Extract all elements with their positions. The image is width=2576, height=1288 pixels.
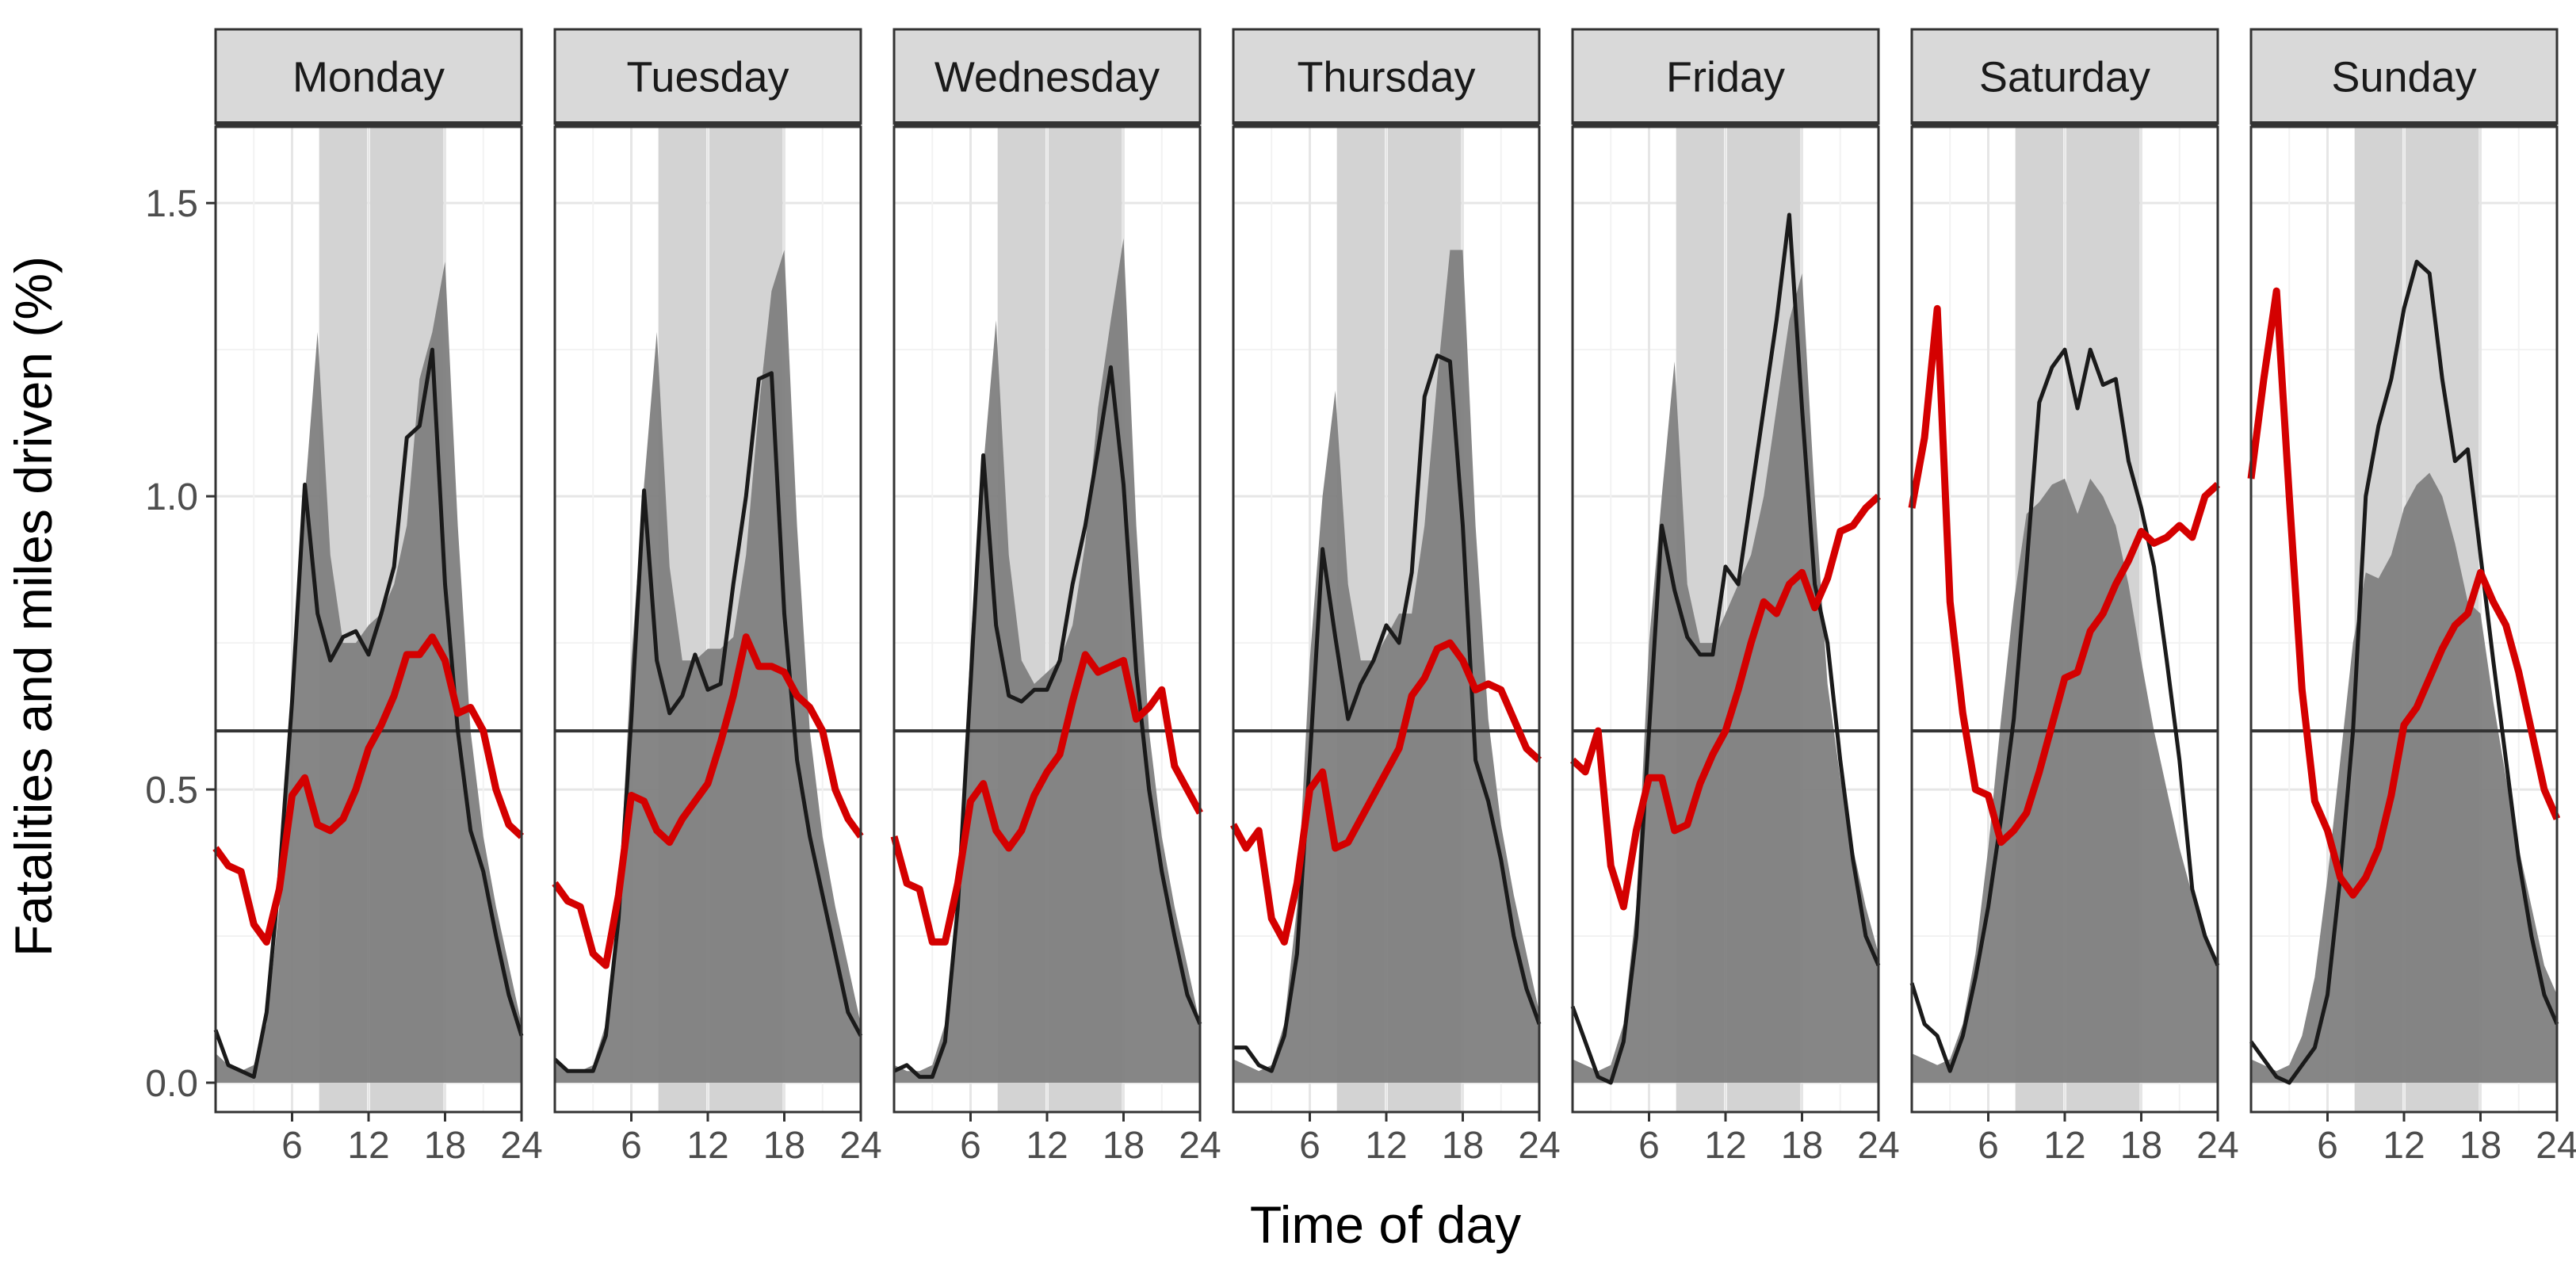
x-tick-label: 6 bbox=[960, 1125, 981, 1167]
x-tick-label: 24 bbox=[2196, 1125, 2238, 1167]
facet-label-thursday: Thursday bbox=[1297, 54, 1475, 101]
miles-driven-area bbox=[216, 262, 522, 1084]
red-fatalities-line bbox=[1569, 493, 1882, 911]
facet-strip bbox=[214, 28, 523, 125]
x-tick-label: 24 bbox=[2536, 1125, 2576, 1167]
miles-driven-area bbox=[894, 238, 1200, 1084]
x-tick-label: 12 bbox=[2043, 1125, 2085, 1167]
facet-label-tuesday: Tuesday bbox=[626, 54, 789, 101]
fatalities-line bbox=[1570, 212, 1881, 1085]
red-fatalities-line bbox=[1908, 304, 2221, 847]
fatalities-line bbox=[213, 347, 524, 1080]
x-tick-label: 6 bbox=[1299, 1125, 1320, 1167]
red-fatalities-line bbox=[2247, 287, 2561, 899]
x-tick-label: 18 bbox=[1781, 1125, 1823, 1167]
x-tick-label: 12 bbox=[686, 1125, 728, 1167]
panel-tuesday: Tuesday 6 12 18 24 bbox=[552, 28, 882, 1167]
y-tick-label: 0.5 bbox=[145, 770, 198, 812]
panel-thursday: Thursday 6 12 18 24 bbox=[1230, 28, 1561, 1167]
x-tick-label: 6 bbox=[621, 1125, 642, 1167]
facet-label-friday: Friday bbox=[1666, 54, 1785, 101]
facet-strip bbox=[1910, 28, 2219, 125]
facet-label-saturday: Saturday bbox=[1979, 54, 2150, 101]
x-tick-label: 12 bbox=[347, 1125, 389, 1167]
miles-driven-area bbox=[1912, 478, 2218, 1084]
fatalities-line bbox=[2249, 259, 2559, 1085]
x-tick-label: 24 bbox=[1518, 1125, 1560, 1167]
x-tick-label: 18 bbox=[1103, 1125, 1145, 1167]
facet-strip bbox=[553, 28, 862, 125]
fatalities-line bbox=[553, 371, 863, 1073]
x-tick-label: 18 bbox=[1442, 1125, 1484, 1167]
x-tick-label: 24 bbox=[1857, 1125, 1899, 1167]
y-tick-label: 0.0 bbox=[145, 1063, 198, 1105]
x-tick-label: 24 bbox=[500, 1125, 542, 1167]
facet-strip bbox=[892, 28, 1202, 125]
x-tick-label: 18 bbox=[2459, 1125, 2501, 1167]
red-fatalities-line bbox=[890, 651, 1203, 946]
x-tick-label: 12 bbox=[1365, 1125, 1407, 1167]
red-fatalities-line bbox=[552, 633, 864, 969]
x-tick-label: 12 bbox=[2383, 1125, 2425, 1167]
x-axis-title: Time of day bbox=[1250, 1195, 1521, 1254]
fatalities-line bbox=[1233, 354, 1542, 1073]
x-tick-label: 6 bbox=[2317, 1125, 2338, 1167]
x-tick-label: 12 bbox=[1704, 1125, 1746, 1167]
panel-sunday: Sunday 6 12 18 24 bbox=[2247, 28, 2576, 1167]
x-tick-label: 24 bbox=[839, 1125, 881, 1167]
x-tick-label: 6 bbox=[1978, 1125, 1999, 1167]
y-axis-title: Fatalities and miles driven (%) bbox=[4, 256, 63, 957]
fatalities-line bbox=[892, 365, 1202, 1080]
miles-driven-area bbox=[2251, 472, 2557, 1084]
fatalities-line bbox=[1909, 347, 2220, 1073]
miles-driven-area bbox=[555, 250, 861, 1084]
x-tick-label: 12 bbox=[1026, 1125, 1068, 1167]
y-axis: 0.0 0.5 1.0 1.5 bbox=[145, 183, 216, 1105]
panel-friday: Friday 6 12 18 24 bbox=[1569, 28, 1900, 1167]
x-tick-label: 18 bbox=[424, 1125, 466, 1167]
x-tick-label: 6 bbox=[1638, 1125, 1660, 1167]
x-tick-label: 18 bbox=[763, 1125, 805, 1167]
y-tick-label: 1.5 bbox=[145, 183, 198, 225]
facet-strip bbox=[1571, 28, 1880, 125]
miles-driven-area bbox=[1233, 250, 1539, 1084]
panel-wednesday: Wednesday 6 12 18 24 bbox=[890, 28, 1221, 1167]
red-fatalities-line bbox=[212, 633, 525, 946]
y-tick-label: 1.0 bbox=[145, 476, 198, 518]
facet-label-sunday: Sunday bbox=[2331, 54, 2476, 101]
x-tick-label: 18 bbox=[2120, 1125, 2162, 1167]
panel-monday: Monday 6 12 18 24 bbox=[212, 28, 543, 1167]
facet-label-wednesday: Wednesday bbox=[934, 54, 1160, 101]
x-tick-label: 6 bbox=[281, 1125, 303, 1167]
red-fatalities-line bbox=[1230, 639, 1542, 946]
facet-strip bbox=[1232, 28, 1541, 125]
facet-label-monday: Monday bbox=[292, 54, 445, 101]
panel-saturday: Saturday 6 12 18 24 bbox=[1908, 28, 2239, 1167]
x-tick-label: 24 bbox=[1179, 1125, 1221, 1167]
panels-layer: Monday 6 12 18 24 Tuesday 6 12 18 24 Wednesday 6 12 1… bbox=[212, 28, 2576, 1167]
miles-driven-area bbox=[1573, 273, 1878, 1084]
